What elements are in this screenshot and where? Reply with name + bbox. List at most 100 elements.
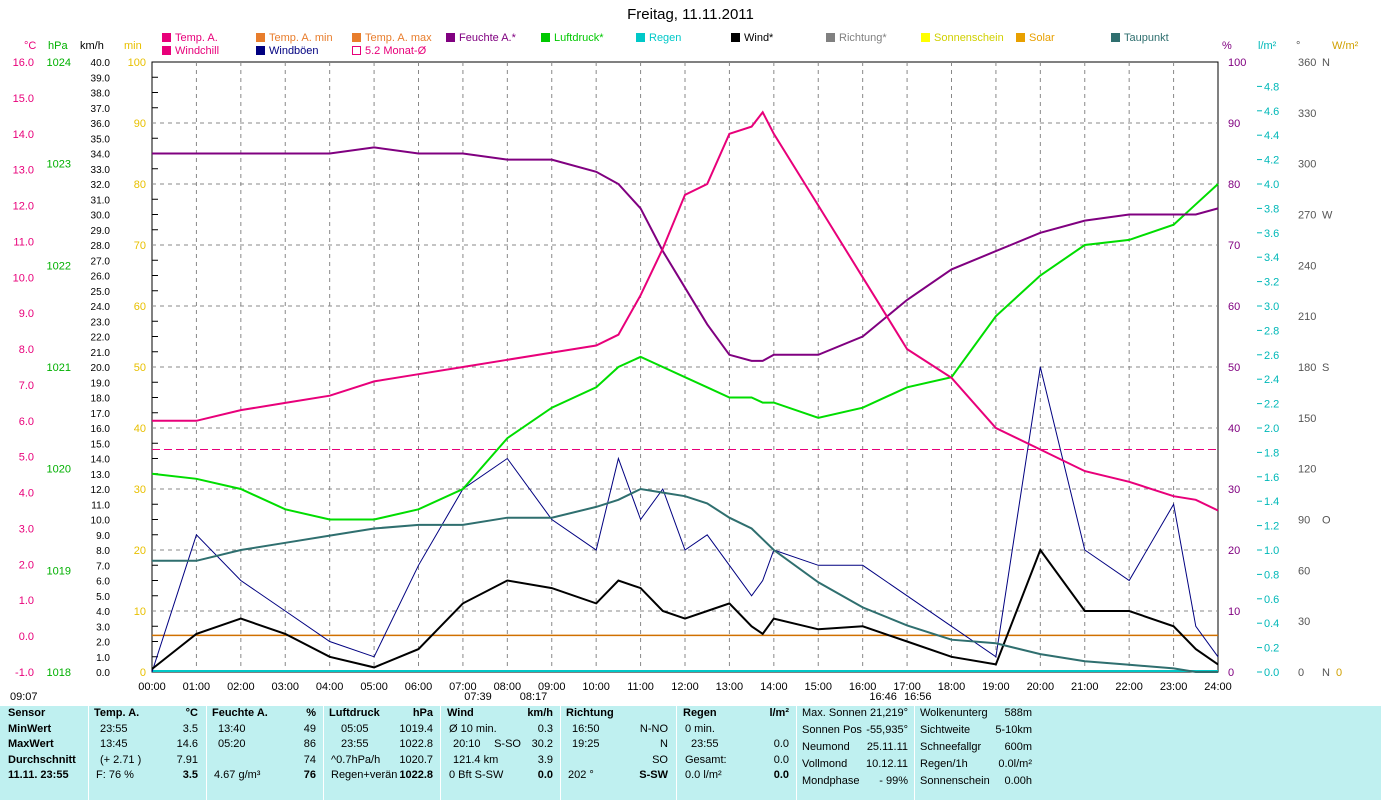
legend-item: Solar xyxy=(1016,32,1055,44)
astro-label-4: Mondphase xyxy=(802,775,860,787)
temp-tick-label: 5.0 xyxy=(19,452,34,464)
deg-tick-label: 210 xyxy=(1298,311,1316,323)
legend-label: 5.2 Monat-Ø xyxy=(365,45,427,57)
luftdruck-column: Luftdruck hPa 05:05 1019.4 23:55 1022.8 ^0.… xyxy=(329,706,437,800)
x-tick-label: 01:00 xyxy=(183,681,211,693)
temp-tick-label: 16.0 xyxy=(13,57,34,69)
druck-trend: ^0.7hPa/h xyxy=(331,753,381,766)
legend-item: Temp. A. max xyxy=(352,32,432,44)
pct-tick-label: 30 xyxy=(1228,484,1240,496)
x-tick-label: 07:00 xyxy=(449,681,477,693)
lm2-tick-label: 0.0 xyxy=(1264,667,1279,679)
astro-label-0: Max. Sonnen xyxy=(802,707,867,719)
luftdruck-line xyxy=(151,183,1219,521)
kmh-tick-label: 31.0 xyxy=(91,195,111,206)
hpa-tick-label: 1018 xyxy=(47,667,71,679)
legend-swatch xyxy=(256,46,265,55)
legend-swatch xyxy=(1016,33,1025,42)
wind-10min-label: Ø 10 min. xyxy=(449,722,497,735)
kmh-tick-label: 1.0 xyxy=(96,653,110,664)
regen-duration: 0 min. xyxy=(685,722,715,735)
deg-tick-label: 150 xyxy=(1298,413,1316,425)
compass-label: O xyxy=(1322,515,1331,527)
kmh-tick-label: 34.0 xyxy=(91,150,111,161)
min-tick-label: 30 xyxy=(134,484,146,496)
feuchte-abs: 4.67 g/m³ xyxy=(214,769,261,781)
lm2-tick-label: 0.8 xyxy=(1264,569,1279,581)
kmh-tick-label: 11.0 xyxy=(91,500,110,511)
kmh-tick-label: 35.0 xyxy=(91,134,111,145)
feuchte-max-time: 05:20 xyxy=(218,738,246,750)
druck-max-value: 1022.8 xyxy=(399,738,433,750)
misc-value-3: 0.0l/m² xyxy=(998,758,1032,770)
feuchte-unit: % xyxy=(306,707,316,719)
temp-tick-label: 6.0 xyxy=(19,416,34,428)
legend-label: Regen xyxy=(649,32,682,44)
luftdruck-unit: hPa xyxy=(412,707,433,719)
feuchte-column: Feuchte A.% 13:40 49 05:20 86 74 4.67 g/m³… xyxy=(212,706,320,800)
lm2-tick-label: 2.8 xyxy=(1264,325,1279,337)
temp-axis-unit: °C xyxy=(24,40,36,52)
kmh-tick-label: 0.0 xyxy=(96,668,110,679)
x-tick-label: 22:00 xyxy=(1115,681,1143,693)
misc-label-1: Sichtweite xyxy=(920,724,971,736)
minwert-label: MinWert xyxy=(8,722,52,735)
hpa-tick-label: 1023 xyxy=(47,159,71,171)
kmh-tick-label: 7.0 xyxy=(96,561,110,572)
kmh-tick-label: 37.0 xyxy=(91,104,111,115)
deg-tick-label: 0 xyxy=(1298,667,1304,679)
deg-tick-label: 120 xyxy=(1298,464,1316,476)
astro-value-4: - 99% xyxy=(879,775,908,787)
min-tick-label: 60 xyxy=(134,301,146,313)
deg-tick-label: 60 xyxy=(1298,565,1310,577)
x-tick-label: 21:00 xyxy=(1071,681,1099,693)
richtung-current-value: S-SW xyxy=(639,769,668,781)
lm2-tick-label: 3.2 xyxy=(1264,277,1279,289)
kmh-tick-label: 14.0 xyxy=(91,455,111,466)
kmh-tick-label: 8.0 xyxy=(96,546,110,557)
legend-item: Richtung* xyxy=(826,32,887,44)
deg-tick-label: 300 xyxy=(1298,159,1316,171)
wind-max-dir: S-SO xyxy=(494,738,521,750)
legend-label: Solar xyxy=(1029,32,1055,44)
astro-column: Max. Sonnen 21,219° Sonnen Pos -55,935° Ne… xyxy=(802,706,912,800)
x-tick-label: 15:00 xyxy=(804,681,832,693)
legend-label: Luftdruck* xyxy=(554,32,604,44)
druck-forecast: Regen+verän xyxy=(331,769,398,781)
wind-current-value: 0.0 xyxy=(537,769,553,781)
luftdruck-header: Luftdruck xyxy=(329,707,380,719)
pct-axis-unit: % xyxy=(1222,40,1232,52)
x-tick-label: 19:00 xyxy=(982,681,1010,693)
lm2-tick-label: 4.4 xyxy=(1264,130,1279,142)
chart-area: Freitag, 11.11.2011 Temp. A. Windchill Tem… xyxy=(10,6,1359,703)
temp-current-value: 3.5 xyxy=(182,769,198,781)
x-tick-label: 05:00 xyxy=(360,681,388,693)
legend-label: Windchill xyxy=(175,45,220,57)
legend-item: Wind* xyxy=(731,32,773,44)
x-tick-label: 13:00 xyxy=(716,681,744,693)
regen-gesamt-value: 0.0 xyxy=(773,753,789,766)
min-tick-label: 70 xyxy=(134,240,146,252)
druck-max-time: 23:55 xyxy=(341,738,369,750)
temp-tick-label: 3.0 xyxy=(19,523,34,535)
misc-value-1: 5-10km xyxy=(995,724,1032,736)
legend-swatch xyxy=(162,33,171,42)
kmh-tick-label: 18.0 xyxy=(91,394,111,405)
kmh-tick-label: 16.0 xyxy=(91,424,111,435)
min-tick-label: 10 xyxy=(134,606,146,618)
richtung-max-time: 19:25 xyxy=(572,738,600,750)
druck-min-time: 05:05 xyxy=(341,722,369,735)
x-tick-label: 00:00 xyxy=(138,681,166,693)
kmh-tick-label: 5.0 xyxy=(96,592,110,603)
compass-label: N xyxy=(1322,667,1330,679)
lm2-tick-label: 0.4 xyxy=(1264,618,1279,630)
taupunkt-line xyxy=(152,487,1218,673)
wind-bft: 0 Bft S-SW xyxy=(449,769,504,781)
compass-label: W xyxy=(1322,210,1333,222)
legend-item: Windchill xyxy=(162,45,219,57)
wind-line xyxy=(151,547,1219,670)
temp-tick-label: 8.0 xyxy=(19,344,34,356)
temp-tick-label: 4.0 xyxy=(19,488,34,500)
pct-tick-label: 50 xyxy=(1228,362,1240,374)
legend-item: Feuchte A.* xyxy=(446,32,516,44)
